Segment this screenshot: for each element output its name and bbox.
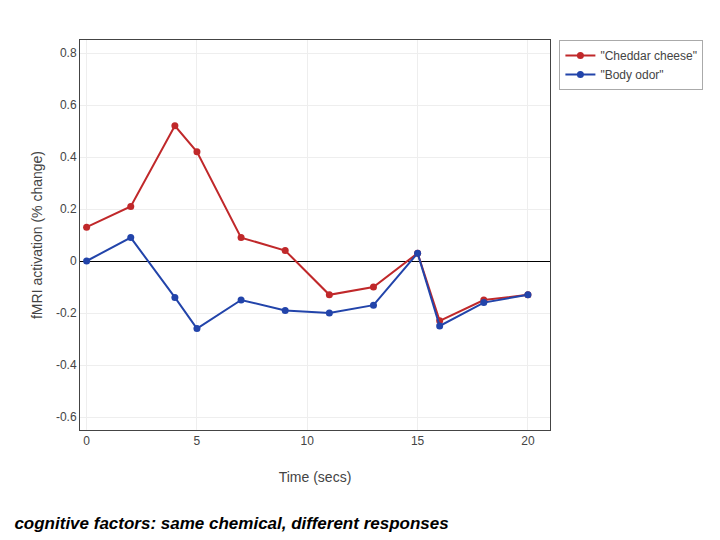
svg-text:-0.2: -0.2	[56, 306, 77, 320]
svg-text:"Cheddar cheese": "Cheddar cheese"	[600, 49, 697, 63]
svg-text:0.2: 0.2	[60, 202, 77, 216]
svg-text:0.4: 0.4	[60, 150, 77, 164]
svg-text:-0.6: -0.6	[56, 410, 77, 424]
svg-text:10: 10	[301, 434, 315, 448]
svg-text:5: 5	[194, 434, 201, 448]
svg-text:0: 0	[83, 434, 90, 448]
svg-text:Time (secs): Time (secs)	[279, 469, 352, 485]
svg-text:15: 15	[411, 434, 425, 448]
svg-text:20: 20	[521, 434, 535, 448]
svg-text:-0.4: -0.4	[56, 358, 77, 372]
svg-text:"Body odor": "Body odor"	[600, 68, 663, 82]
svg-text:0.8: 0.8	[60, 46, 77, 60]
svg-text:0: 0	[70, 254, 77, 268]
svg-text:fMRI activation (% change): fMRI activation (% change)	[29, 151, 45, 319]
svg-text:0.6: 0.6	[60, 98, 77, 112]
svg-text:cognitive factors: same chemic: cognitive factors: same chemical, differ…	[14, 514, 448, 533]
